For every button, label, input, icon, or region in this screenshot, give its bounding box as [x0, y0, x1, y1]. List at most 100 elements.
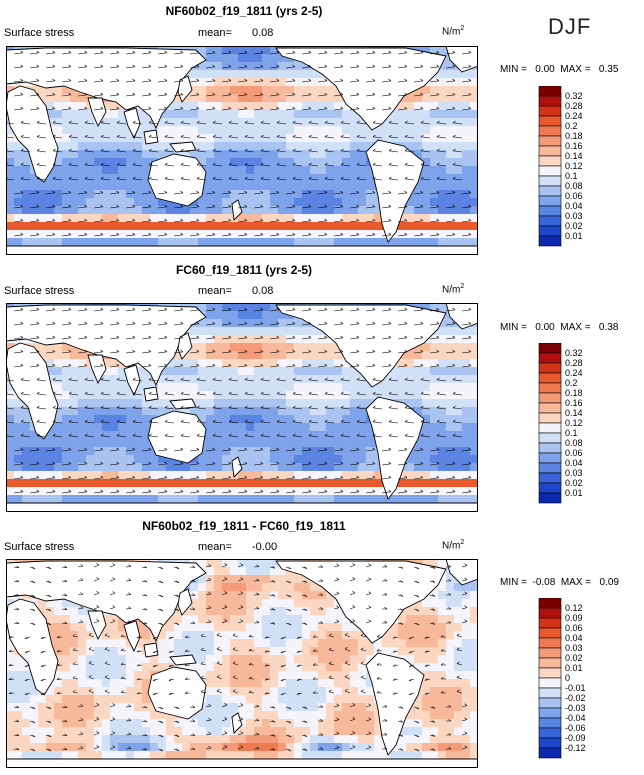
- field-cell: [454, 230, 463, 239]
- map-frame: [6, 303, 478, 512]
- field-cell: [190, 359, 199, 368]
- field-cell: [126, 134, 135, 143]
- stress-vector-head: [404, 106, 408, 110]
- field-cell: [182, 94, 191, 103]
- field-cell: [318, 383, 327, 392]
- stress-vector-head: [164, 489, 168, 493]
- stress-vector-head: [452, 64, 456, 68]
- field-cell: [86, 166, 95, 175]
- field-cell: [318, 198, 327, 207]
- stress-vector-head: [84, 204, 88, 208]
- stress-vector-head: [244, 377, 248, 381]
- stress-vector: [381, 365, 392, 368]
- stress-vector: [388, 393, 399, 396]
- field-cell: [278, 110, 287, 119]
- field-cell: [278, 142, 287, 151]
- field-cell: [238, 78, 247, 87]
- field-cell: [310, 487, 319, 496]
- field-cell: [206, 238, 215, 247]
- field-cell: [286, 86, 295, 95]
- stress-vector-head: [436, 64, 440, 68]
- field-cell: [254, 415, 263, 424]
- stress-vector-head: [468, 92, 472, 96]
- stress-vector-head: [84, 148, 88, 152]
- field-cell: [374, 134, 383, 143]
- stress-vector-head: [292, 419, 296, 423]
- stress-vector: [244, 150, 255, 153]
- stress-vector-head: [148, 363, 152, 367]
- stress-vector: [244, 407, 255, 410]
- colorbar-tick-label: 0.14: [565, 151, 583, 161]
- stress-vector-head: [452, 78, 456, 82]
- stress-vector-head: [148, 64, 152, 68]
- stress-vector-head: [372, 405, 376, 409]
- field-cell: [198, 343, 207, 352]
- stress-vector-head: [260, 162, 264, 166]
- stress-vector: [429, 463, 440, 466]
- stress-vector: [125, 491, 136, 494]
- field-cell: [222, 319, 231, 328]
- field-cell: [206, 198, 215, 207]
- field-cell: [326, 198, 335, 207]
- field-cell: [238, 335, 247, 344]
- field-cell: [22, 206, 31, 215]
- stress-vector: [141, 234, 152, 237]
- field-cell: [230, 327, 239, 336]
- colorbar-tick-label: 0.18: [565, 388, 583, 398]
- stress-vector: [340, 178, 351, 181]
- field-cell: [430, 102, 439, 111]
- field-cell: [54, 230, 63, 239]
- field-cell: [310, 471, 319, 480]
- field-cell: [430, 303, 439, 312]
- field-cell: [310, 375, 319, 384]
- field-cell: [446, 62, 455, 71]
- stress-vector-head: [116, 64, 120, 68]
- field-cell: [302, 158, 311, 167]
- stress-vector-head: [452, 405, 456, 409]
- field-cell: [150, 198, 159, 207]
- stress-vector: [285, 449, 296, 452]
- field-cell: [246, 559, 255, 568]
- field-cell: [286, 158, 295, 167]
- field-cell: [70, 134, 79, 143]
- stress-vector: [116, 379, 127, 382]
- stress-vector: [212, 164, 223, 167]
- stress-vector: [308, 150, 319, 153]
- stress-vector: [301, 337, 312, 340]
- stress-vector-head: [388, 447, 392, 451]
- field-cell: [470, 495, 478, 504]
- stress-vector: [420, 393, 431, 396]
- field-cell: [294, 190, 303, 199]
- field-cell: [118, 375, 127, 384]
- colorbar-tick-label: 0.2: [565, 121, 578, 131]
- stress-vector: [173, 66, 184, 69]
- stress-vector: [93, 463, 104, 466]
- field-cell: [286, 463, 295, 472]
- stress-vector-head: [404, 64, 408, 68]
- field-cell: [118, 391, 127, 400]
- field-cell: [262, 78, 271, 87]
- field-cell: [214, 471, 223, 480]
- stress-vector-head: [36, 489, 40, 493]
- stress-vector: [372, 435, 383, 438]
- field-cell: [254, 463, 263, 472]
- field-cell: [270, 343, 279, 352]
- field-cell: [254, 383, 263, 392]
- stress-vector: [301, 323, 312, 326]
- field-cell: [286, 94, 295, 103]
- field-cell: [422, 383, 431, 392]
- stress-vector: [20, 407, 31, 410]
- field-cell: [62, 415, 71, 424]
- field-cell: [70, 206, 79, 215]
- field-cell: [254, 70, 263, 79]
- field-cell: [294, 415, 303, 424]
- field-cell: [142, 407, 151, 416]
- stress-vector-head: [100, 92, 104, 96]
- field-cell: [414, 94, 423, 103]
- stress-vector-head: [244, 433, 248, 437]
- stress-vector-head: [404, 489, 408, 493]
- field-cell: [414, 198, 423, 207]
- field-cell: [110, 399, 119, 408]
- field-cell: [174, 479, 183, 488]
- stress-vector: [61, 80, 72, 83]
